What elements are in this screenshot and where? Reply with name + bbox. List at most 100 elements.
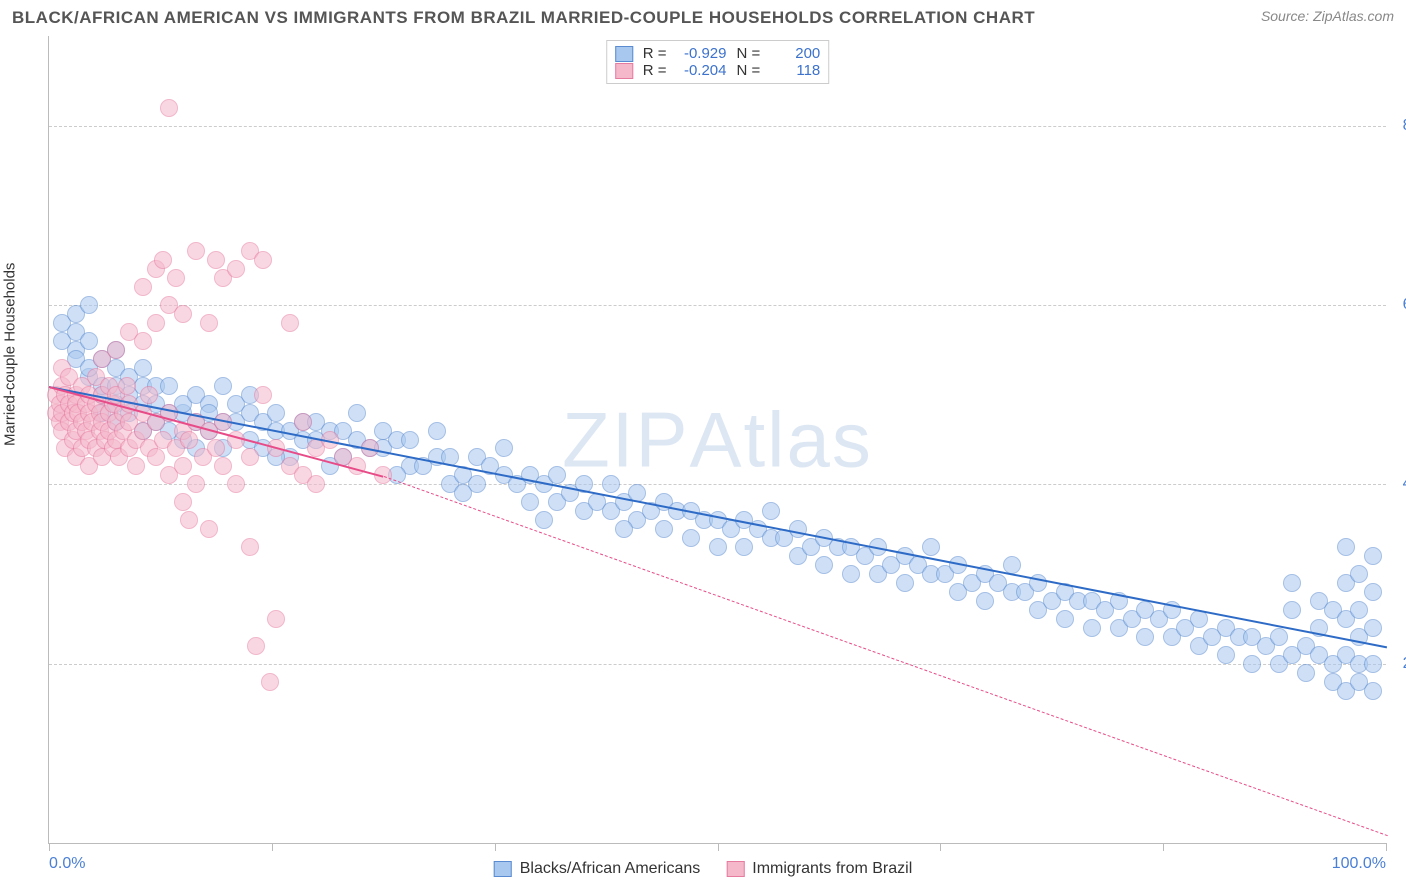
data-point xyxy=(281,314,299,332)
data-point xyxy=(241,448,259,466)
data-point xyxy=(174,305,192,323)
stats-row-2: R = -0.204 N = 118 xyxy=(615,62,821,79)
data-point xyxy=(495,439,513,457)
x-tick xyxy=(940,843,941,851)
data-point xyxy=(207,439,225,457)
data-point xyxy=(261,673,279,691)
trend-line xyxy=(49,386,1387,648)
data-point xyxy=(80,296,98,314)
swatch-series-1 xyxy=(615,46,633,62)
stats-row-1: R = -0.929 N = 200 xyxy=(615,45,821,62)
data-point xyxy=(227,475,245,493)
data-point xyxy=(134,359,152,377)
data-point xyxy=(1283,574,1301,592)
data-point xyxy=(160,377,178,395)
data-point xyxy=(214,457,232,475)
legend-swatch-2 xyxy=(726,861,744,877)
legend-item-2: Immigrants from Brazil xyxy=(726,860,912,878)
legend-item-1: Blacks/African Americans xyxy=(494,860,701,878)
y-axis-label: Married-couple Households xyxy=(2,263,19,446)
data-point xyxy=(118,377,136,395)
data-point xyxy=(1364,619,1382,637)
x-tick xyxy=(495,843,496,851)
x-tick xyxy=(49,843,50,851)
stats-box: R = -0.929 N = 200 R = -0.204 N = 118 xyxy=(606,40,830,84)
chart-container: BLACK/AFRICAN AMERICAN VS IMMIGRANTS FRO… xyxy=(0,0,1406,892)
data-point xyxy=(294,413,312,431)
data-point xyxy=(254,251,272,269)
y-tick-label: 40.0% xyxy=(1403,475,1406,493)
n-value-1: 200 xyxy=(770,45,820,62)
data-point xyxy=(709,538,727,556)
data-point xyxy=(1364,547,1382,565)
data-point xyxy=(154,251,172,269)
data-point xyxy=(896,574,914,592)
data-point xyxy=(428,422,446,440)
data-point xyxy=(160,99,178,117)
data-point xyxy=(922,538,940,556)
gridline-h xyxy=(49,484,1386,485)
data-point xyxy=(1350,601,1368,619)
data-point xyxy=(227,260,245,278)
data-point xyxy=(1337,538,1355,556)
data-point xyxy=(735,538,753,556)
data-point xyxy=(180,511,198,529)
legend-label-1: Blacks/African Americans xyxy=(520,860,701,878)
data-point xyxy=(200,314,218,332)
data-point xyxy=(267,610,285,628)
data-point xyxy=(247,637,265,655)
data-point xyxy=(762,502,780,520)
trend-line xyxy=(383,476,1387,836)
data-point xyxy=(187,475,205,493)
data-point xyxy=(602,475,620,493)
data-point xyxy=(1364,655,1382,673)
data-point xyxy=(348,404,366,422)
data-point xyxy=(1243,655,1261,673)
data-point xyxy=(401,431,419,449)
x-tick xyxy=(272,843,273,851)
data-point xyxy=(1056,610,1074,628)
data-point xyxy=(307,475,325,493)
r-value-2: -0.204 xyxy=(677,62,727,79)
data-point xyxy=(214,377,232,395)
x-tick xyxy=(718,843,719,851)
data-point xyxy=(134,332,152,350)
data-point xyxy=(655,520,673,538)
data-point xyxy=(134,278,152,296)
data-point xyxy=(682,529,700,547)
data-point xyxy=(140,386,158,404)
data-point xyxy=(1083,619,1101,637)
source-label: Source: ZipAtlas.com xyxy=(1261,8,1394,24)
data-point xyxy=(180,431,198,449)
title-row: BLACK/AFRICAN AMERICAN VS IMMIGRANTS FRO… xyxy=(0,0,1406,28)
data-point xyxy=(1136,628,1154,646)
x-tick-label: 100.0% xyxy=(1332,855,1386,873)
data-point xyxy=(521,493,539,511)
data-point xyxy=(1364,682,1382,700)
legend-label-2: Immigrants from Brazil xyxy=(752,860,912,878)
data-point xyxy=(207,251,225,269)
data-point xyxy=(254,386,272,404)
r-label-1: R = xyxy=(643,45,667,62)
data-point xyxy=(1297,664,1315,682)
gridline-h xyxy=(49,126,1386,127)
data-point xyxy=(107,341,125,359)
data-point xyxy=(535,511,553,529)
data-point xyxy=(147,448,165,466)
gridline-h xyxy=(49,664,1386,665)
data-point xyxy=(127,457,145,475)
legend-swatch-1 xyxy=(494,861,512,877)
x-tick xyxy=(1386,843,1387,851)
data-point xyxy=(615,520,633,538)
data-point xyxy=(976,592,994,610)
bottom-legend: Blacks/African Americans Immigrants from… xyxy=(494,860,913,878)
n-value-2: 118 xyxy=(770,62,820,79)
data-point xyxy=(174,457,192,475)
swatch-series-2 xyxy=(615,63,633,79)
x-tick-label: 0.0% xyxy=(49,855,85,873)
data-point xyxy=(200,520,218,538)
y-tick-label: 20.0% xyxy=(1403,655,1406,673)
data-point xyxy=(147,314,165,332)
data-point xyxy=(454,484,472,502)
r-label-2: R = xyxy=(643,62,667,79)
